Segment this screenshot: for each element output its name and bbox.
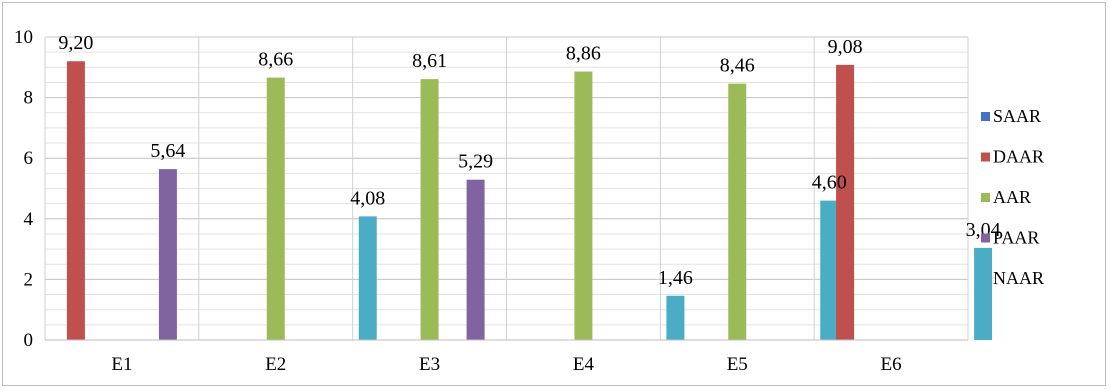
data-label: 9,08 [828, 36, 863, 58]
legend-swatch-naar [981, 274, 990, 283]
data-label: 8,61 [412, 50, 447, 72]
x-tick-label: E1 [111, 354, 132, 375]
legend-swatch-paar [981, 233, 990, 243]
y-tick-label: 4 [24, 209, 34, 230]
data-label: 1,46 [658, 267, 693, 289]
bar-daar-e1 [66, 61, 85, 341]
bar-paar-e1 [158, 169, 177, 340]
legend: SAAR DAAR AAR PAAR NAAR [981, 106, 1044, 288]
y-tick-label: 0 [24, 330, 34, 351]
bar-naar-e2 [358, 216, 377, 340]
data-label: 8,66 [258, 49, 293, 71]
legend-label-aar: AAR [993, 187, 1031, 207]
bar-naar-e5 [820, 200, 839, 340]
data-label: 4,60 [812, 172, 847, 194]
bar-aar-e2 [266, 77, 285, 341]
x-tick-label: E2 [265, 354, 286, 375]
x-axis: E1 E2 E3 E4 E5 E6 [45, 339, 968, 375]
y-tick-label: 2 [24, 269, 34, 290]
bar-paar-e3 [466, 179, 485, 340]
legend-label-paar: PAAR [993, 228, 1039, 248]
bar-aar-e5 [728, 83, 747, 341]
x-tick-label: E4 [573, 354, 595, 375]
legend-label-naar: NAAR [993, 268, 1044, 288]
chart-frame [2, 2, 1106, 386]
x-tick-label: E3 [419, 354, 440, 375]
legend-label-daar: DAAR [993, 147, 1044, 167]
y-tick-label: 6 [24, 148, 34, 169]
y-tick-label: 8 [24, 88, 34, 109]
data-label: 4,08 [350, 187, 385, 209]
data-label: 5,29 [458, 151, 493, 173]
x-tick-label: E6 [881, 354, 902, 375]
data-label: 8,46 [720, 55, 755, 77]
bars [66, 61, 993, 341]
data-label: 9,20 [58, 32, 93, 54]
y-tick-label: 10 [14, 27, 33, 48]
legend-swatch-aar [981, 193, 990, 202]
legend-swatch-saar [981, 112, 990, 121]
y-axis: 0 2 4 6 8 10 [14, 27, 34, 351]
legend-label-saar: SAAR [993, 106, 1041, 126]
data-label: 3,04 [966, 219, 1001, 241]
bar-aar-e3 [420, 79, 439, 340]
data-label: 8,86 [566, 43, 601, 65]
data-label: 5,64 [150, 140, 185, 162]
bar-daar-e6 [836, 64, 855, 340]
x-tick-label: E5 [727, 354, 748, 375]
bar-naar-e4 [666, 295, 685, 340]
legend-swatch-daar [981, 152, 990, 162]
bar-aar-e4 [574, 71, 593, 341]
bar-naar-e6 [974, 247, 993, 340]
data-labels: 9,20 5,64 8,66 4,08 8,61 5,29 8,86 1,46 8,46 4,60… [58, 32, 1000, 289]
